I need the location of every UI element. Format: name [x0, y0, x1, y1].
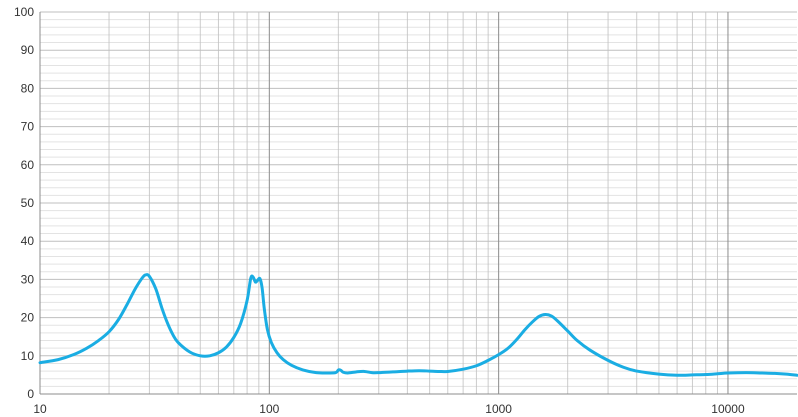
- y-tick-label: 100: [14, 5, 34, 19]
- y-tick-label: 20: [21, 311, 35, 325]
- series-layer: [38, 273, 798, 377]
- y-tick-label: 50: [21, 196, 35, 210]
- y-tick-label: 60: [21, 158, 35, 172]
- y-tick-label: 80: [21, 81, 35, 95]
- y-tick-label: 70: [21, 120, 35, 134]
- y-tick-label: 0: [27, 387, 34, 401]
- y-tick-label: 10: [21, 349, 35, 363]
- x-tick-label: 10000: [711, 402, 745, 416]
- series-line-0: [38, 273, 798, 377]
- y-tick-label: 90: [21, 43, 35, 57]
- grid: [39, 11, 797, 395]
- axes: [39, 12, 797, 395]
- x-tick-label: 10: [33, 402, 47, 416]
- x-tick-label: 100: [259, 402, 279, 416]
- y-tick-label: 30: [21, 272, 35, 286]
- y-tick-label: 40: [21, 234, 35, 248]
- x-tick-label: 1000: [485, 402, 512, 416]
